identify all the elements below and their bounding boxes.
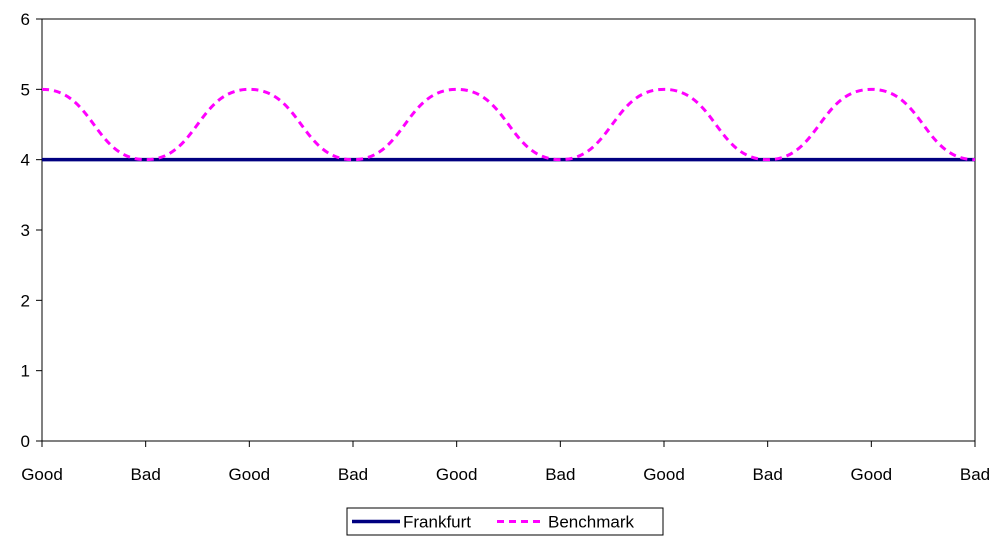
y-tick-label: 4 (21, 151, 30, 170)
legend: Frankfurt Benchmark (347, 508, 663, 535)
y-tick-label: 2 (21, 291, 30, 310)
x-tick-label: Good (851, 465, 893, 484)
x-tick-label: Good (21, 465, 63, 484)
x-tick-label: Bad (131, 465, 161, 484)
y-tick-label: 0 (21, 432, 30, 451)
y-tick-label: 3 (21, 221, 30, 240)
x-tick-label: Bad (960, 465, 990, 484)
y-tick-label: 6 (21, 10, 30, 29)
x-tick-label: Good (436, 465, 478, 484)
x-axis: Good Bad Good Bad Good Bad Good Bad Good Bad (21, 441, 990, 484)
legend-label-benchmark: Benchmark (548, 513, 634, 532)
x-tick-label: Good (643, 465, 685, 484)
y-tick-label: 1 (21, 362, 30, 381)
x-tick-label: Bad (545, 465, 575, 484)
plot-frame (42, 19, 975, 441)
x-tick-label: Bad (753, 465, 783, 484)
legend-label-frankfurt: Frankfurt (403, 513, 471, 532)
x-tick-label: Bad (338, 465, 368, 484)
y-tick-label: 5 (21, 80, 30, 99)
y-axis: 0 1 2 3 4 5 6 (21, 10, 42, 451)
plot-area (42, 19, 975, 441)
x-tick-label: Good (229, 465, 271, 484)
